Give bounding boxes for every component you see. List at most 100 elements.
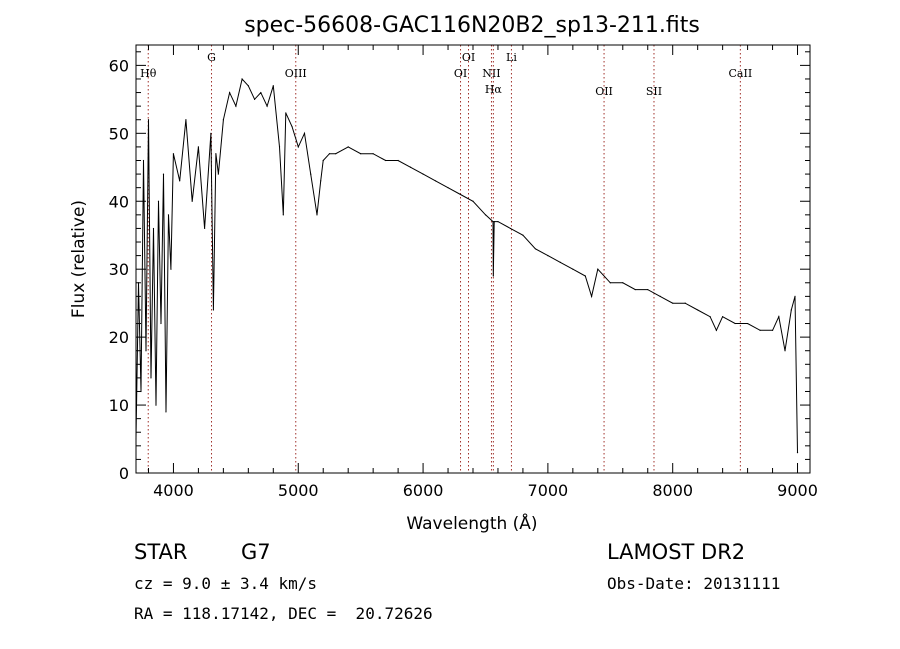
spectrum-series xyxy=(135,77,799,454)
spectrum-point xyxy=(709,316,711,318)
spectrum-point xyxy=(484,214,487,216)
spectrum-point xyxy=(253,98,256,100)
spectrum-point xyxy=(165,411,167,413)
x-tick-label: 9000 xyxy=(777,481,818,500)
spectrum-point xyxy=(320,180,322,182)
spectrum-point xyxy=(622,282,624,284)
spectrum-point xyxy=(278,146,281,148)
x-tick-label: 7000 xyxy=(528,481,569,500)
spectrum-point xyxy=(162,173,165,175)
spectrum-point xyxy=(397,159,399,162)
y-tick-label: 20 xyxy=(109,328,129,347)
spectrum-point xyxy=(215,153,217,155)
spectrum-point xyxy=(212,309,214,311)
spectrum-point xyxy=(145,350,147,352)
spectrum-point xyxy=(297,146,299,148)
y-tick-label: 50 xyxy=(109,124,129,143)
spectrum-point xyxy=(172,153,175,155)
spectrum-point xyxy=(734,322,736,325)
spectrum-point xyxy=(422,173,424,175)
spectral-subclass: G7 xyxy=(241,540,271,564)
spectrum-point xyxy=(266,105,268,107)
spectral-line-label: Hθ xyxy=(140,67,157,80)
spectrum-point xyxy=(191,200,193,202)
spectrum-point xyxy=(790,309,792,311)
spectrum-point xyxy=(360,153,362,155)
spectrum-point xyxy=(185,119,187,121)
spectrum-point xyxy=(155,404,157,406)
spectrum-point xyxy=(771,329,774,331)
spectrum-point xyxy=(746,322,749,325)
plot-axes xyxy=(135,44,811,474)
spectrum-point xyxy=(459,193,462,196)
spectrum-point xyxy=(794,295,796,297)
spectrum-line xyxy=(135,77,798,453)
spectrum-point xyxy=(147,119,150,121)
spectrum-point xyxy=(372,153,374,155)
spectrum-point xyxy=(497,221,499,223)
spectrum-point xyxy=(167,214,170,216)
spectrum-point xyxy=(285,112,287,114)
spectrum-point xyxy=(303,132,306,134)
plot-ticks: 4000 5000 6000 7000 8000 9000 0 10 20 30 40 50 60 xyxy=(109,45,818,500)
spectral-line-markers: Hθ G OIII OI OI NII Hα Li OII SII CaII xyxy=(140,45,752,473)
object-class: STAR xyxy=(134,540,188,564)
spectral-line-label: SII xyxy=(646,85,662,98)
spectrum-point xyxy=(222,119,224,121)
y-tick-label: 0 xyxy=(119,464,129,483)
chart-title: spec-56608-GAC116N20B2_sp13-211.fits xyxy=(244,13,700,38)
spectrum-point xyxy=(697,309,699,311)
x-axis-label: Wavelength (Å) xyxy=(406,512,537,534)
spectrum-point xyxy=(492,221,494,223)
spectrum-point xyxy=(241,78,243,80)
spectral-line-label: OI xyxy=(454,67,467,80)
spectrum-point xyxy=(778,316,780,318)
x-tick-label: 5000 xyxy=(278,481,319,500)
spectrum-point xyxy=(584,275,586,277)
spectrum-point xyxy=(347,146,349,148)
spectral-line-label: OI xyxy=(462,51,475,64)
survey-name: LAMOST DR2 xyxy=(607,540,746,564)
spectrum-point xyxy=(328,153,331,155)
spectrum-point xyxy=(310,173,312,175)
spectrum-point xyxy=(609,282,611,284)
spectrum-point xyxy=(160,322,162,325)
spectrum-point xyxy=(217,173,219,175)
y-tick-label: 60 xyxy=(109,56,129,75)
redshift-velocity: cz = 9.0 ± 3.4 km/s xyxy=(134,574,318,593)
spectrum-point xyxy=(447,187,449,189)
plot-frame xyxy=(135,44,811,474)
spectrum-point xyxy=(597,268,599,270)
spectrum-point xyxy=(672,302,674,304)
spectrum-point xyxy=(179,180,181,182)
spectrum-point xyxy=(170,268,172,270)
spectral-line-label: OIII xyxy=(285,67,307,80)
spectrum-point xyxy=(291,125,293,128)
x-tick-label: 4000 xyxy=(153,481,194,500)
x-tick-label: 8000 xyxy=(652,481,693,500)
spectral-line-label: Hα xyxy=(485,83,503,96)
spectrum-point xyxy=(210,132,212,134)
spectral-line-label: NII xyxy=(482,67,500,80)
observation-date: Obs-Date: 20131111 xyxy=(607,574,781,593)
spectrum-point xyxy=(282,214,284,216)
spectrum-point xyxy=(260,91,262,94)
spectrum-point xyxy=(522,234,524,236)
spectrum-point xyxy=(316,214,318,216)
spectrum-point xyxy=(385,159,387,162)
spectrum-point xyxy=(142,159,145,162)
spectrum-point xyxy=(784,350,786,352)
spectral-line-label: G xyxy=(207,51,216,64)
spectrum-point xyxy=(796,452,799,454)
spectrum-point xyxy=(534,248,537,250)
spectrum-point xyxy=(759,329,761,331)
spectrum-point xyxy=(152,227,155,230)
spectrum-point xyxy=(493,221,495,223)
plot-labels: spec-56608-GAC116N20B2_sp13-211.fits Wave… xyxy=(69,13,700,534)
spectrum-point xyxy=(647,288,649,291)
y-tick-label: 30 xyxy=(109,260,129,279)
spectrum-point xyxy=(634,288,636,291)
spectrum-point xyxy=(559,261,561,263)
spectral-line-label: CaII xyxy=(729,67,753,80)
